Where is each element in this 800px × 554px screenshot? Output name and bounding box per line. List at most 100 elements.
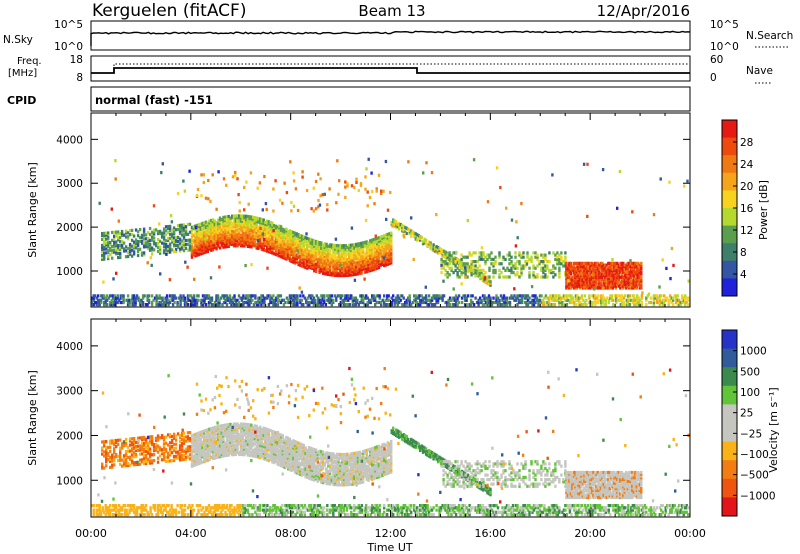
radar-cell	[285, 232, 288, 236]
radar-cell	[608, 286, 611, 290]
radar-cell	[626, 272, 629, 276]
radar-cell	[460, 296, 464, 300]
radar-cell	[210, 247, 213, 251]
radar-cell	[136, 244, 140, 248]
radar-cell	[482, 273, 485, 277]
radar-cell	[314, 254, 318, 258]
radar-cell	[488, 275, 491, 279]
radar-cell	[138, 303, 142, 307]
radar-cell	[201, 246, 204, 250]
radar-cell	[199, 446, 202, 451]
radar-cell	[351, 296, 354, 300]
radar-cell	[403, 235, 406, 239]
radar-cell	[203, 233, 206, 237]
radar-cell	[314, 245, 318, 249]
radar-cell	[341, 298, 344, 302]
radar-cell	[613, 270, 616, 274]
radar-cell	[492, 300, 495, 305]
radar-cell	[229, 221, 232, 225]
radar-cell	[132, 246, 136, 250]
radar-cell	[260, 298, 263, 302]
radar-cell	[104, 300, 107, 305]
radar-cell	[306, 252, 309, 256]
radar-cell	[369, 263, 372, 267]
radar-cell	[248, 243, 251, 247]
radar-cell	[210, 439, 213, 443]
radar-cell	[218, 451, 222, 455]
radar-cell	[248, 298, 251, 302]
radar-cell	[348, 270, 351, 274]
radar-cell	[110, 300, 113, 305]
radar-cell	[328, 266, 332, 270]
radar-cell	[229, 433, 232, 437]
radar-cell	[370, 249, 374, 253]
radar-cell	[635, 274, 638, 278]
radar-cell	[272, 303, 275, 307]
radar-cell	[508, 257, 511, 261]
radar-cell	[306, 300, 309, 305]
radar-cell	[572, 282, 576, 287]
radar-cell	[309, 245, 312, 249]
radar-cell	[478, 255, 481, 259]
radar-cell	[372, 252, 375, 256]
radar-cell	[672, 303, 675, 307]
radar-cell	[211, 444, 215, 448]
radar-cell	[142, 231, 146, 235]
radar-cell	[516, 271, 519, 275]
radar-cell	[194, 300, 197, 305]
radar-cell	[299, 298, 302, 302]
radar-cell	[585, 303, 588, 307]
radar-cell	[206, 244, 209, 248]
radar-cell	[229, 237, 232, 241]
radar-cell	[208, 429, 211, 433]
radar-cell	[269, 227, 272, 232]
radar-cell	[109, 294, 112, 298]
radar-cell	[217, 441, 220, 445]
radar-cell	[215, 432, 218, 436]
radar-cell	[593, 282, 597, 287]
radar-cell	[293, 250, 297, 255]
radar-cell	[628, 286, 631, 290]
radar-cell	[669, 277, 672, 281]
radar-cell	[179, 294, 182, 298]
radar-cell	[544, 264, 547, 268]
radar-cell	[144, 245, 148, 249]
radar-cell	[188, 298, 191, 302]
radar-cell	[292, 243, 295, 247]
radar-cell	[103, 241, 106, 245]
radar-cell	[218, 449, 222, 453]
radar-cell	[613, 265, 616, 269]
radar-cell	[367, 253, 370, 257]
radar-cell	[611, 261, 614, 265]
radar-cell	[448, 296, 452, 300]
radar-cell	[213, 427, 216, 431]
radar-cell	[526, 303, 530, 307]
radar-cell	[381, 261, 384, 265]
radar-cell	[94, 300, 97, 305]
radar-cell	[360, 248, 363, 252]
radar-cell	[365, 250, 368, 254]
radar-cell	[599, 265, 603, 269]
radar-cell	[292, 237, 295, 241]
radar-cell	[442, 294, 446, 298]
radar-cell	[199, 454, 202, 458]
radar-cell	[238, 235, 241, 239]
radar-cell	[195, 300, 199, 305]
radar-cell	[231, 225, 234, 229]
radar-cell	[565, 268, 568, 272]
radar-cell	[113, 298, 116, 302]
radar-cell	[267, 239, 271, 243]
radar-cell	[464, 275, 467, 279]
radar-cell	[367, 248, 370, 252]
radar-cell	[354, 296, 357, 300]
radar-cell	[299, 235, 302, 239]
radar-cell	[136, 242, 140, 246]
radar-cell	[203, 456, 206, 460]
radar-cell	[510, 260, 513, 264]
radar-cell	[293, 236, 297, 240]
radar-cell	[483, 279, 486, 284]
radar-cell	[327, 251, 330, 255]
radar-cell	[101, 247, 104, 251]
radar-cell	[215, 247, 218, 251]
radar-cell	[252, 215, 255, 219]
